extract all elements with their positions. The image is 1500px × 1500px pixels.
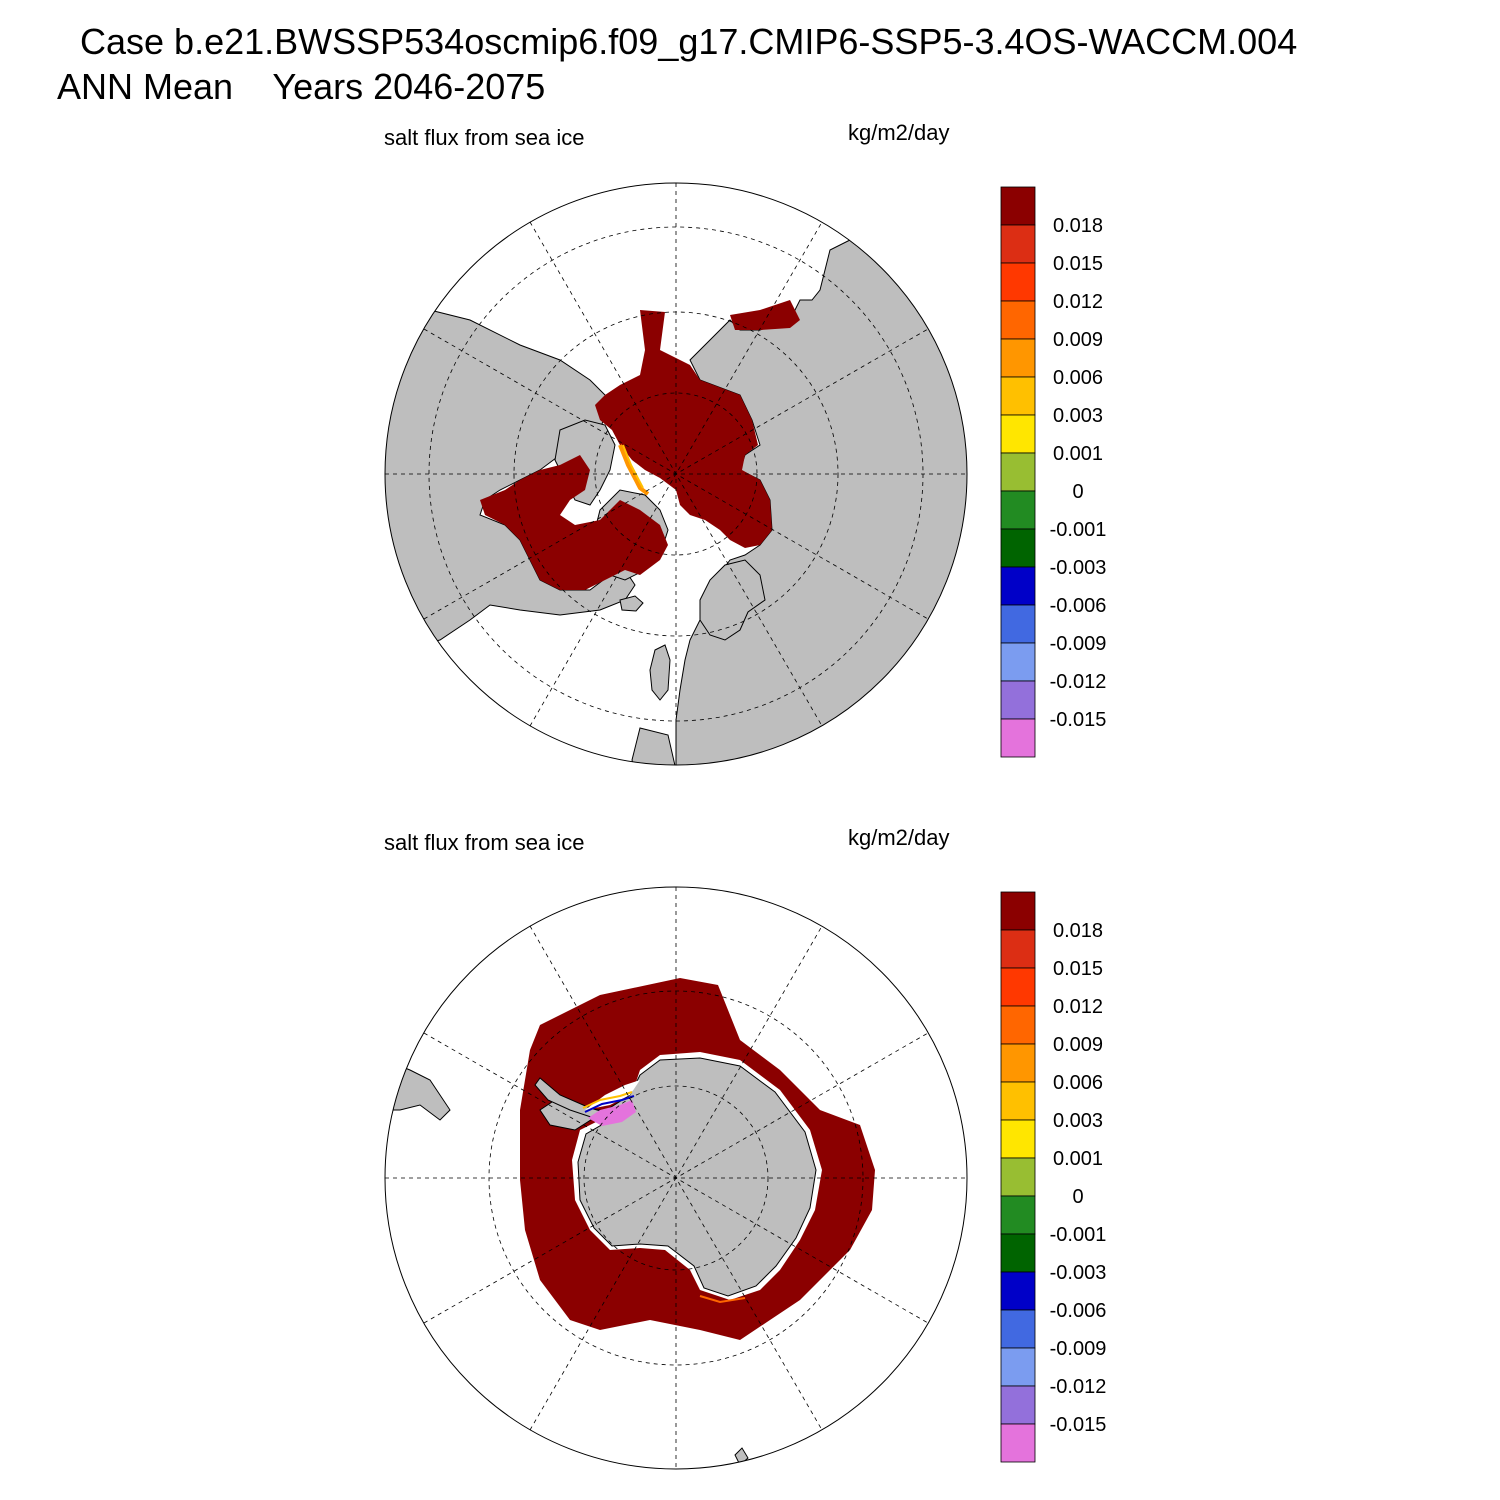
south-colorbar-swatch — [1000, 1347, 1036, 1387]
north-colorbar-swatch — [1000, 642, 1036, 682]
north-colorbar-label: -0.015 — [1050, 709, 1107, 731]
south-colorbar-swatch — [1000, 1423, 1036, 1463]
south-sea-ice — [520, 978, 875, 1340]
north-colorbar-label: -0.012 — [1050, 671, 1107, 693]
south-weddell-gap — [585, 1080, 640, 1110]
south-colorbar-swatch — [1000, 967, 1036, 1007]
north-fringe — [618, 444, 650, 496]
north-polar-map — [384, 182, 968, 766]
case-title: Case b.e21.BWSSP534oscmip6.f09_g17.CMIP6… — [80, 21, 1298, 62]
south-colorbar-swatch — [1000, 929, 1036, 969]
south-colorbar-label: 0.015 — [1053, 958, 1103, 980]
north-land-british-isles — [649, 644, 671, 701]
north-land-scandinavia — [699, 559, 766, 641]
south-polar-map — [384, 886, 968, 1470]
south-colorbar-label: -0.001 — [1050, 1224, 1107, 1246]
north-colorbar-label: 0.006 — [1053, 367, 1103, 389]
south-colorbar-swatch — [1000, 1043, 1036, 1083]
north-colorbar-swatch — [1000, 300, 1036, 340]
north-colorbar-swatch — [1000, 528, 1036, 568]
south-units-label: kg/m2/day — [848, 825, 950, 850]
north-colorbar-label: 0 — [1072, 481, 1083, 503]
north-colorbar-swatch — [1000, 414, 1036, 454]
north-colorbar-swatch — [1000, 490, 1036, 530]
north-graticule — [385, 183, 967, 765]
south-graticule — [385, 887, 967, 1469]
north-colorbar-label: -0.001 — [1050, 519, 1107, 541]
north-colorbar-label: 0.015 — [1053, 253, 1103, 275]
north-sea-ice — [595, 310, 772, 548]
south-colorbar-swatch — [1000, 1005, 1036, 1045]
south-colorbar-label: -0.003 — [1050, 1262, 1107, 1284]
north-colorbar-swatch — [1000, 604, 1036, 644]
north-colorbar-swatch — [1000, 718, 1036, 758]
south-colorbar-label: -0.015 — [1050, 1414, 1107, 1436]
north-colorbar-swatch — [1000, 224, 1036, 264]
south-colorbar-label: 0.012 — [1053, 996, 1103, 1018]
south-negative-patch — [588, 1100, 636, 1126]
south-colorbar-label: -0.009 — [1050, 1338, 1107, 1360]
north-colorbar-swatch — [1000, 262, 1036, 302]
north-colorbar-label: -0.006 — [1050, 595, 1107, 617]
south-colorbar-label: -0.012 — [1050, 1376, 1107, 1398]
north-map-border — [384, 182, 968, 766]
north-colorbar-label: 0.009 — [1053, 329, 1103, 351]
north-sea-ice-okhotsk — [730, 300, 800, 330]
south-colorbar: 0.018 0.015 0.012 0.009 0.006 0.003 0.001 0 -0.0… — [1000, 891, 1107, 1463]
south-colorbar-label: 0.009 — [1053, 1034, 1103, 1056]
south-colorbar-swatch — [1000, 1309, 1036, 1349]
north-colorbar-label: 0.012 — [1053, 291, 1103, 313]
south-colorbar-swatch — [1000, 1081, 1036, 1121]
south-colorbar-swatch — [1000, 1119, 1036, 1159]
north-colorbar-swatch — [1000, 338, 1036, 378]
north-sea-ice-hudson — [480, 455, 668, 590]
period-title: ANN Mean Years 2046-2075 — [57, 66, 546, 107]
south-colorbar-label: 0.018 — [1053, 920, 1103, 942]
south-map-border — [384, 886, 968, 1470]
south-colorbar-label: 0 — [1072, 1186, 1083, 1208]
south-colorbar-swatch — [1000, 1233, 1036, 1273]
north-colorbar-swatch — [1000, 186, 1036, 226]
south-variable-label: salt flux from sea ice — [384, 830, 585, 855]
south-colorbar-label: 0.003 — [1053, 1110, 1103, 1132]
south-colorbar-label: -0.006 — [1050, 1300, 1107, 1322]
north-colorbar-label: -0.003 — [1050, 557, 1107, 579]
south-colorbar-label: 0.001 — [1053, 1148, 1103, 1170]
north-colorbar-label: -0.009 — [1050, 633, 1107, 655]
north-colorbar-label: 0.003 — [1053, 405, 1103, 427]
south-colorbar-swatch — [1000, 1271, 1036, 1311]
north-colorbar-swatch — [1000, 566, 1036, 606]
north-land-iceland — [619, 595, 644, 612]
north-colorbar-swatch — [1000, 680, 1036, 720]
south-colorbar-swatch — [1000, 1157, 1036, 1197]
north-colorbar-swatch — [1000, 376, 1036, 416]
north-colorbar-label: 0.018 — [1053, 215, 1103, 237]
north-variable-label: salt flux from sea ice — [384, 125, 585, 150]
south-colorbar-swatch — [1000, 1195, 1036, 1235]
north-colorbar: 0.018 0.015 0.012 0.009 0.006 0.003 0.001 0 -0.0… — [1000, 186, 1107, 758]
north-colorbar-swatch — [1000, 452, 1036, 492]
north-units-label: kg/m2/day — [848, 120, 950, 145]
south-colorbar-swatch — [1000, 1385, 1036, 1425]
south-colorbar-label: 0.006 — [1053, 1072, 1103, 1094]
north-colorbar-label: 0.001 — [1053, 443, 1103, 465]
south-colorbar-swatch — [1000, 891, 1036, 931]
